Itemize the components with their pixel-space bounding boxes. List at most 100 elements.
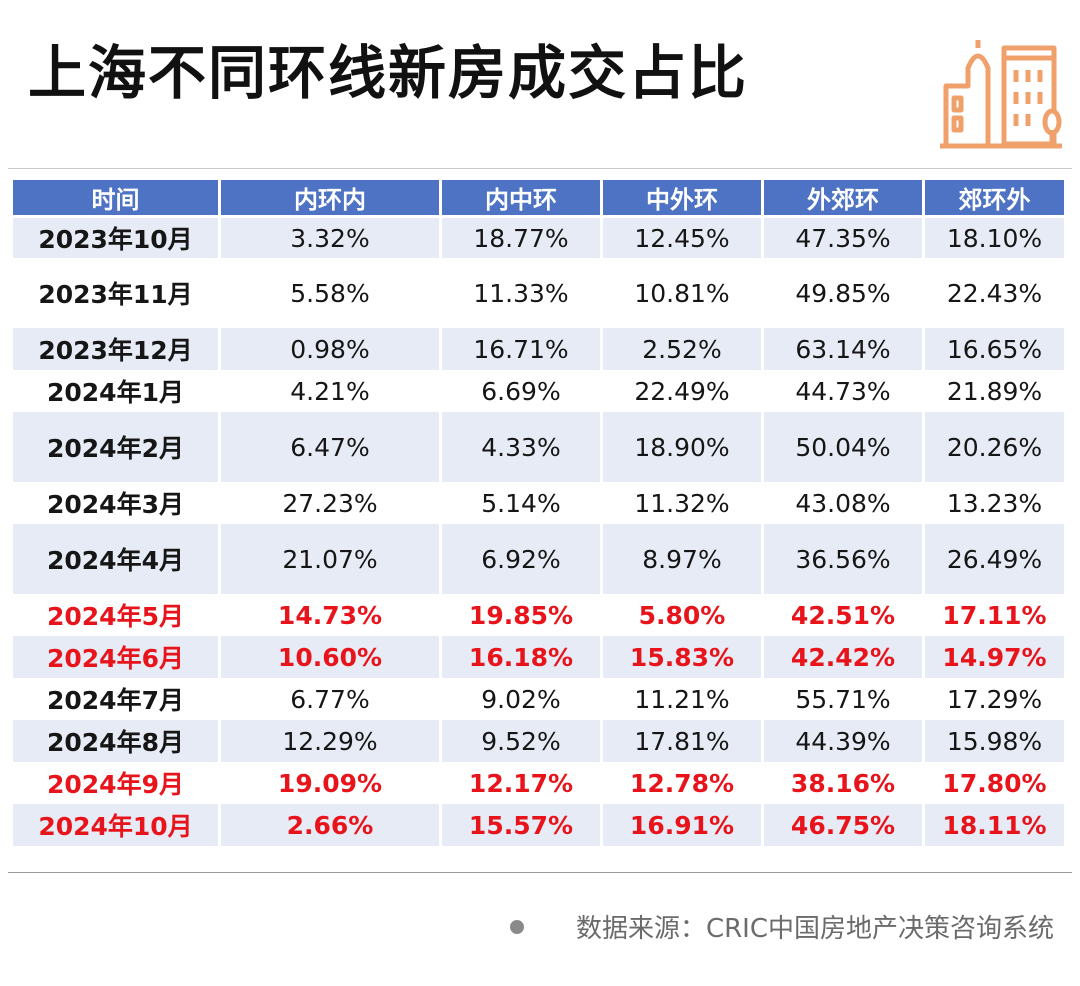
cell-value: 15.57% (442, 804, 600, 846)
cell-value: 11.21% (634, 684, 730, 714)
cell-time: 2024年8月 (13, 720, 218, 762)
cell-value: 42.42% (764, 636, 922, 678)
table-row: 2024年7月 6.77% 9.02% 11.21% 55.71% 17.29% (13, 678, 1064, 720)
cell-time: 2024年6月 (13, 636, 218, 678)
cell-value: 16.71% (442, 328, 600, 370)
cell-value: 12.29% (221, 720, 439, 762)
cell-value: 19.85% (468, 600, 574, 630)
cell-value: 19.09% (277, 768, 383, 798)
cell-value: 22.43% (946, 278, 1043, 308)
cell-value: 12.45% (603, 218, 761, 258)
source-text: 数据来源：CRIC中国房地产决策咨询系统 (575, 914, 1054, 944)
cell-value: 27.23% (282, 488, 378, 518)
top-divider (8, 168, 1072, 169)
cell-value: 17.29% (946, 684, 1043, 714)
cell-value: 4.33% (442, 412, 600, 482)
cell-time: 2024年5月 (47, 602, 184, 631)
source-note: 数据来源：CRIC中国房地产决策咨询系统 (509, 908, 1054, 945)
cell-value: 22.49% (634, 376, 730, 406)
header-time: 时间 (13, 180, 218, 218)
cell-value: 11.32% (634, 488, 730, 518)
cell-value: 5.14% (481, 488, 561, 518)
table-header-row: 时间 内环内 内中环 中外环 外郊环 郊环外 (13, 180, 1064, 218)
bottom-divider (8, 872, 1072, 873)
cell-value: 44.73% (795, 376, 891, 406)
cell-value: 18.11% (925, 804, 1064, 846)
cell-value: 20.26% (925, 412, 1064, 482)
header-outer-suburban-ring: 外郊环 (764, 180, 922, 218)
header-inner-middle-ring: 内中环 (442, 180, 600, 218)
cell-value: 15.98% (925, 720, 1064, 762)
cell-value: 21.07% (221, 524, 439, 594)
cell-value: 10.81% (634, 278, 730, 308)
data-table: 时间 内环内 内中环 中外环 外郊环 郊环外 2023年10月 3.32% 18.7… (10, 180, 1067, 846)
cell-value: 10.60% (221, 636, 439, 678)
cell-value: 12.17% (468, 768, 574, 798)
cell-value: 14.73% (277, 600, 383, 630)
cell-time: 2024年3月 (47, 490, 184, 519)
cell-value: 17.80% (942, 768, 1047, 798)
cell-value: 16.18% (442, 636, 600, 678)
header-beyond-suburban-ring: 郊环外 (925, 180, 1064, 218)
cell-value: 5.58% (290, 278, 370, 308)
cell-time: 2024年2月 (13, 412, 218, 482)
cell-value: 6.69% (481, 376, 561, 406)
cell-value: 47.35% (764, 218, 922, 258)
table-row: 2023年11月 5.58% 11.33% 10.81% 49.85% 22.43% (13, 258, 1064, 328)
cell-value: 18.10% (925, 218, 1064, 258)
header-inner-ring: 内环内 (221, 180, 439, 218)
cell-value: 2.66% (221, 804, 439, 846)
cell-value: 6.92% (442, 524, 600, 594)
cell-value: 11.33% (473, 278, 569, 308)
cell-value: 18.90% (603, 412, 761, 482)
cell-value: 13.23% (946, 488, 1043, 518)
cell-value: 63.14% (764, 328, 922, 370)
cell-value: 50.04% (764, 412, 922, 482)
cell-value: 18.77% (442, 218, 600, 258)
city-buildings-icon (940, 40, 1062, 149)
cell-time: 2024年7月 (47, 686, 184, 715)
table-body: 2023年10月 3.32% 18.77% 12.45% 47.35% 18.10% 202… (13, 218, 1064, 846)
cell-value: 21.89% (946, 376, 1043, 406)
cell-value: 44.39% (764, 720, 922, 762)
table-row: 2024年3月 27.23% 5.14% 11.32% 43.08% 13.23% (13, 482, 1064, 524)
cell-value: 55.71% (795, 684, 891, 714)
table-row: 2023年12月 0.98% 16.71% 2.52% 63.14% 16.65% (13, 328, 1064, 370)
cell-value: 17.81% (603, 720, 761, 762)
cell-value: 12.78% (629, 768, 735, 798)
cell-value: 6.77% (290, 684, 370, 714)
cell-value: 4.21% (290, 376, 370, 406)
cell-time: 2024年1月 (47, 378, 184, 407)
cell-time: 2024年10月 (13, 804, 218, 846)
cell-value: 6.47% (221, 412, 439, 482)
cell-value: 2.52% (603, 328, 761, 370)
table-row: 2024年5月 14.73% 19.85% 5.80% 42.51% 17.11% (13, 594, 1064, 636)
table-row: 2024年9月 19.09% 12.17% 12.78% 38.16% 17.80% (13, 762, 1064, 804)
cell-time: 2023年12月 (13, 328, 218, 370)
table-row: 2024年8月 12.29% 9.52% 17.81% 44.39% 15.98% (13, 720, 1064, 762)
cell-value: 8.97% (603, 524, 761, 594)
cell-value: 46.75% (764, 804, 922, 846)
cell-value: 3.32% (221, 218, 439, 258)
cell-value: 0.98% (221, 328, 439, 370)
table-row: 2024年2月 6.47% 4.33% 18.90% 50.04% 20.26% (13, 412, 1064, 482)
cell-time: 2024年4月 (13, 524, 218, 594)
cell-time: 2023年11月 (38, 280, 193, 309)
cell-value: 16.91% (603, 804, 761, 846)
cell-value: 38.16% (790, 768, 896, 798)
cell-value: 49.85% (795, 278, 891, 308)
header-middle-outer-ring: 中外环 (603, 180, 761, 218)
cell-value: 16.65% (925, 328, 1064, 370)
table-row: 2024年6月 10.60% 16.18% 15.83% 42.42% 14.97% (13, 636, 1064, 678)
cell-value: 17.11% (942, 600, 1047, 630)
cell-value: 36.56% (764, 524, 922, 594)
cell-value: 9.52% (442, 720, 600, 762)
bullet-dot-icon (509, 919, 524, 934)
table-row: 2024年10月 2.66% 15.57% 16.91% 46.75% 18.11% (13, 804, 1064, 846)
page-title: 上海不同环线新房成交占比 (28, 39, 749, 107)
cell-time: 2024年9月 (47, 770, 184, 799)
cell-time: 2023年10月 (13, 218, 218, 258)
cell-value: 9.02% (481, 684, 561, 714)
cell-value: 5.80% (638, 600, 726, 630)
table-row: 2024年4月 21.07% 6.92% 8.97% 36.56% 26.49% (13, 524, 1064, 594)
